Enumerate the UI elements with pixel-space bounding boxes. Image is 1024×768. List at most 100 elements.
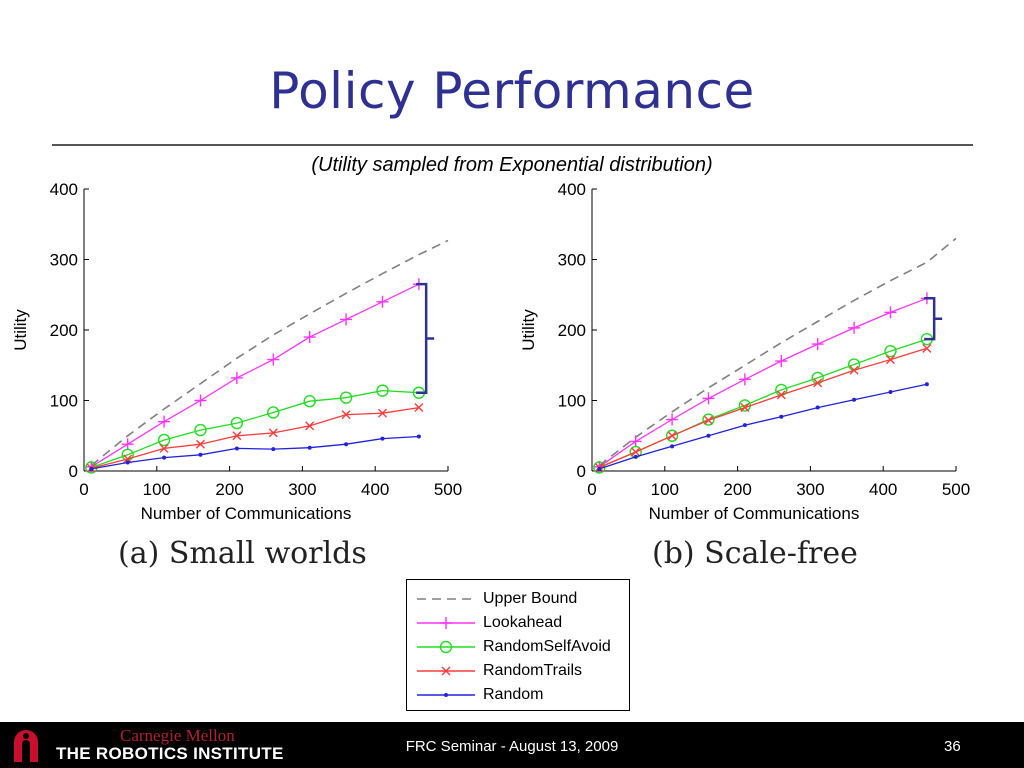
data-point [703, 415, 713, 425]
x-tick-label: 300 [796, 480, 824, 499]
x-tick-label: 200 [723, 480, 751, 499]
legend-swatch-icon [417, 598, 475, 600]
page-title: Policy Performance [269, 62, 755, 120]
chart-small-worlds: 0 100 200 300 400 500 0 100 200 300 400 Number of C… [11, 180, 462, 523]
gap-bracket [416, 282, 435, 394]
y-tick-label: 400 [50, 180, 78, 199]
y-axis-label: Utility [11, 309, 30, 351]
series-randomtrails [594, 343, 932, 472]
footer-event: FRC Seminar - August 13, 2009 [405, 738, 619, 755]
page-subtitle: (Utility sampled from Exponential distri… [311, 154, 713, 176]
data-point [702, 392, 715, 405]
data-point [665, 429, 679, 442]
series-upper-bound [90, 239, 449, 467]
data-point [377, 408, 387, 418]
data-point [376, 384, 389, 397]
data-point [848, 321, 861, 334]
data-point [922, 343, 932, 353]
x-tick-label: 200 [215, 480, 243, 499]
series-random [89, 434, 421, 471]
data-point [267, 353, 280, 366]
chart-caption-a: (a) Small worlds [118, 536, 367, 571]
x-tick-label: 300 [288, 480, 316, 499]
x-axis-label: Number of Communications [649, 504, 860, 523]
y-tick-label: 400 [558, 180, 586, 199]
data-point [230, 371, 243, 384]
data-point [89, 466, 94, 471]
legend-swatch-icon [417, 617, 475, 629]
x-axis-label: Number of Communications [141, 504, 352, 523]
data-point [303, 395, 316, 408]
data-point [738, 373, 751, 386]
data-point [158, 415, 171, 428]
data-point [305, 421, 315, 431]
x-tick-label: 500 [434, 480, 462, 499]
y-tick-label: 100 [50, 392, 78, 411]
data-point [849, 365, 859, 375]
series-line-lookahead [598, 297, 928, 468]
data-point [234, 446, 239, 451]
data-point [121, 438, 134, 451]
legend-label: RandomSelfAvoid [483, 638, 611, 655]
data-point [667, 431, 677, 441]
data-point [194, 423, 207, 437]
data-point [631, 447, 641, 457]
series-randomselfavoid [85, 384, 426, 474]
data-point [629, 435, 642, 448]
data-point [815, 405, 820, 410]
series-line-upper-bound [598, 237, 957, 467]
y-tick-label: 300 [558, 251, 586, 270]
chart-scale-free: 0 100 200 300 400 500 0 100 200 300 400 Number of C… [519, 180, 970, 523]
y-tick-label: 100 [558, 392, 586, 411]
data-point [232, 431, 242, 441]
chart-caption-b: (b) Scale-free [652, 536, 858, 571]
data-point [779, 414, 784, 419]
data-point [702, 413, 715, 426]
data-point [414, 403, 424, 413]
data-point [706, 433, 711, 438]
series-upper-bound [598, 237, 957, 467]
data-point [670, 444, 675, 449]
y-tick-label: 200 [558, 321, 586, 340]
x-tick-label: 400 [361, 480, 389, 499]
data-point [162, 455, 167, 460]
data-point [157, 433, 171, 447]
cmu-wordmark: Carnegie Mellon [120, 726, 235, 745]
legend-label: Random [483, 686, 544, 703]
series-line-random [91, 435, 419, 470]
institute-wordmark: THE ROBOTICS INSTITUTE [56, 744, 284, 763]
data-point [813, 378, 823, 388]
data-point [195, 439, 205, 449]
data-point [376, 295, 389, 308]
series-line-lookahead [90, 283, 420, 468]
chart-legend: Upper Bound Lookahead RandomSelfAvoid Rando… [406, 579, 630, 711]
data-point [340, 313, 353, 326]
data-point [924, 382, 929, 387]
robotics-institute-logo-icon [14, 730, 38, 762]
y-axis-label: Utility [519, 309, 538, 351]
legend-marker [439, 640, 453, 654]
data-point [194, 394, 207, 407]
data-point [339, 391, 353, 404]
data-point [307, 445, 312, 450]
x-tick-label: 0 [587, 480, 596, 499]
data-point [268, 428, 278, 438]
legend-swatch-icon [417, 693, 475, 697]
legend-marker [440, 617, 452, 629]
data-point [776, 390, 786, 400]
legend-marker [444, 693, 448, 697]
data-point [125, 460, 130, 465]
data-point [341, 410, 351, 420]
x-tick-label: 500 [942, 480, 970, 499]
data-point [742, 423, 747, 428]
data-point [267, 406, 280, 419]
y-tick-label: 0 [577, 462, 586, 481]
x-tick-label: 400 [869, 480, 897, 499]
charts-area: 0 100 200 300 400 500 0 100 200 300 400 Number of C… [11, 180, 970, 523]
data-point [884, 344, 897, 358]
data-point [740, 403, 750, 413]
data-point [885, 355, 895, 365]
data-point [344, 442, 349, 447]
data-point [884, 306, 897, 319]
data-point [159, 443, 169, 453]
